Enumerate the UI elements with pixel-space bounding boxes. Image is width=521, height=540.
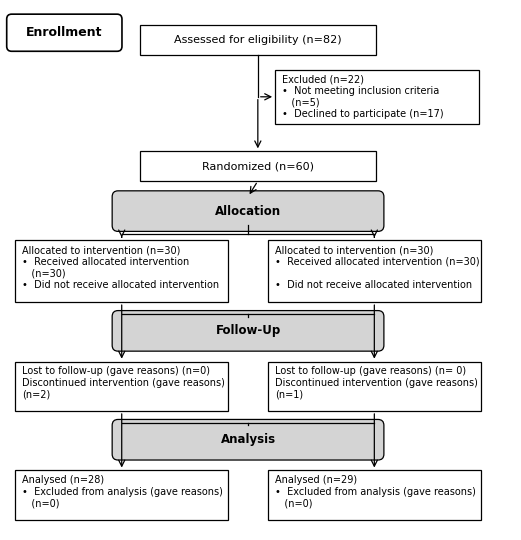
Text: Assessed for eligibility (n=82): Assessed for eligibility (n=82) <box>174 35 342 45</box>
FancyBboxPatch shape <box>140 151 376 181</box>
Text: Analysis: Analysis <box>220 433 276 446</box>
Text: Analysed (n=29)
•  Excluded from analysis (gave reasons)
   (n=0): Analysed (n=29) • Excluded from analysis… <box>275 475 476 509</box>
Text: Randomized (n=60): Randomized (n=60) <box>202 161 314 171</box>
FancyBboxPatch shape <box>140 25 376 55</box>
Text: Excluded (n=22)
•  Not meeting inclusion criteria
   (n=5)
•  Declined to partic: Excluded (n=22) • Not meeting inclusion … <box>282 75 444 119</box>
FancyBboxPatch shape <box>112 420 384 460</box>
Text: Follow-Up: Follow-Up <box>215 325 281 338</box>
FancyBboxPatch shape <box>268 470 481 520</box>
Text: Analysed (n=28)
•  Excluded from analysis (gave reasons)
   (n=0): Analysed (n=28) • Excluded from analysis… <box>22 475 224 509</box>
FancyBboxPatch shape <box>112 310 384 351</box>
FancyBboxPatch shape <box>112 191 384 232</box>
FancyBboxPatch shape <box>15 362 228 411</box>
FancyBboxPatch shape <box>268 362 481 411</box>
FancyBboxPatch shape <box>15 470 228 520</box>
Text: Lost to follow-up (gave reasons) (n= 0)
Discontinued intervention (gave reasons): Lost to follow-up (gave reasons) (n= 0) … <box>275 367 478 400</box>
Text: Lost to follow-up (gave reasons) (n=0)
Discontinued intervention (gave reasons)
: Lost to follow-up (gave reasons) (n=0) D… <box>22 367 225 400</box>
Text: Allocated to intervention (n=30)
•  Received allocated intervention
   (n=30)
• : Allocated to intervention (n=30) • Recei… <box>22 245 219 290</box>
FancyBboxPatch shape <box>15 240 228 302</box>
FancyBboxPatch shape <box>268 240 481 302</box>
FancyBboxPatch shape <box>275 70 479 124</box>
FancyBboxPatch shape <box>7 14 122 51</box>
Text: Enrollment: Enrollment <box>26 26 102 39</box>
Text: Allocated to intervention (n=30)
•  Received allocated intervention (n=30)

•  D: Allocated to intervention (n=30) • Recei… <box>275 245 480 290</box>
Text: Allocation: Allocation <box>215 205 281 218</box>
